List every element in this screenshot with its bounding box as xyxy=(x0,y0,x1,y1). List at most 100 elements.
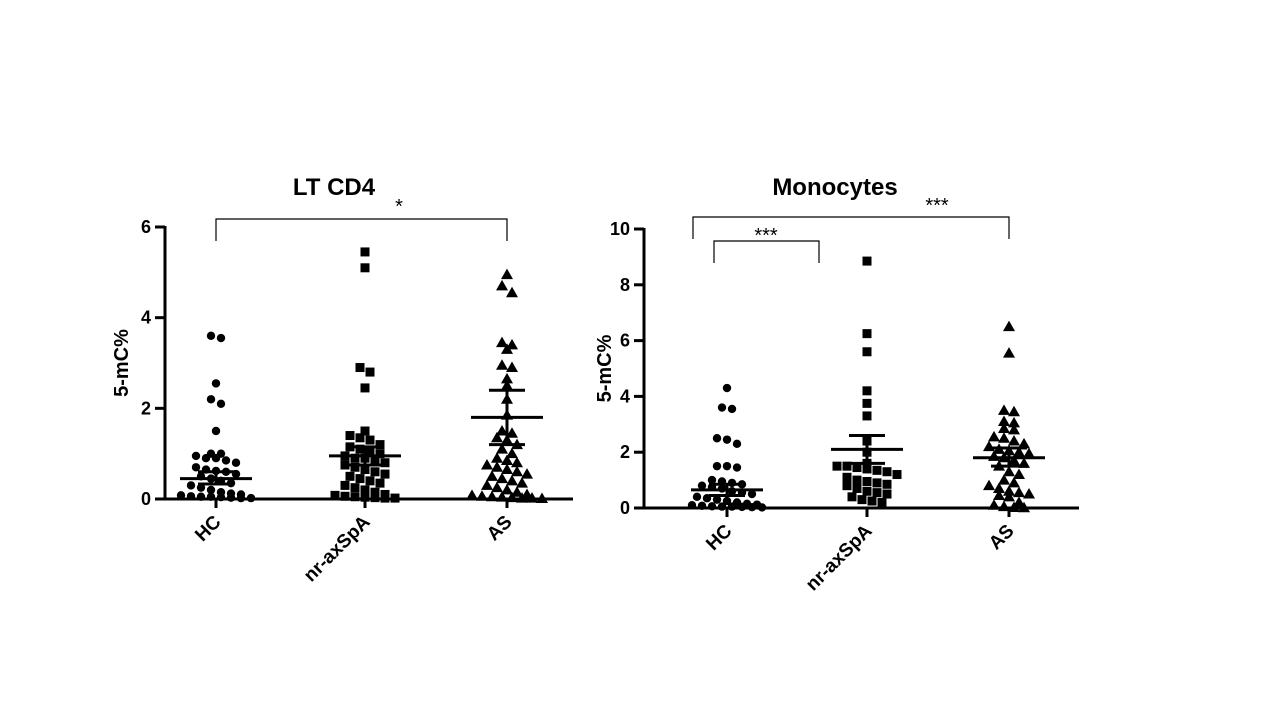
y-axis-label: 5-mC% xyxy=(594,334,616,402)
data-point-circle xyxy=(712,461,722,471)
data-point-circle xyxy=(216,333,226,343)
data-point-square xyxy=(360,247,370,257)
data-point-triangle xyxy=(491,431,503,443)
data-point-circle xyxy=(211,379,221,388)
data-point-triangle xyxy=(481,459,493,470)
data-point-square xyxy=(852,463,862,473)
data-point-triangle xyxy=(501,379,513,391)
data-point-square xyxy=(862,398,872,408)
data-point-square xyxy=(350,462,360,472)
data-point-triangle xyxy=(1023,488,1035,499)
data-point-triangle xyxy=(511,486,523,497)
data-point-circle xyxy=(747,489,757,499)
data-point-triangle xyxy=(496,336,508,348)
data-point-square xyxy=(862,256,872,266)
data-point-square xyxy=(370,487,380,497)
data-point-square xyxy=(370,467,380,477)
data-point-triangle xyxy=(496,359,508,370)
data-point-square xyxy=(345,431,355,441)
data-point-square xyxy=(360,426,370,436)
x-tick-label: HC xyxy=(702,520,736,554)
data-point-triangle xyxy=(998,474,1010,485)
data-point-square xyxy=(355,363,365,373)
data-point-circle xyxy=(717,403,727,412)
data-point-square xyxy=(832,461,842,471)
data-point-triangle xyxy=(1013,486,1025,498)
data-point-triangle xyxy=(993,482,1005,493)
data-point-circle xyxy=(176,491,186,500)
data-point-triangle xyxy=(466,489,478,500)
data-point-triangle xyxy=(983,479,995,491)
data-point-circle xyxy=(692,492,702,502)
data-point-circle xyxy=(722,496,732,506)
data-point-square xyxy=(330,490,340,500)
data-point-circle xyxy=(712,495,722,504)
data-point-triangle xyxy=(1023,447,1035,459)
data-point-square xyxy=(375,440,385,450)
y-tick-label: 0 xyxy=(141,489,151,509)
data-point-circle xyxy=(186,481,196,490)
data-point-circle xyxy=(216,399,226,408)
data-point-square xyxy=(882,489,892,499)
data-point-circle xyxy=(221,456,231,465)
data-point-square xyxy=(862,476,872,486)
significance-bracket xyxy=(692,216,1010,239)
y-tick-label: 4 xyxy=(141,308,151,328)
data-point-triangle xyxy=(1003,320,1015,332)
data-point-square xyxy=(370,455,380,465)
data-point-triangle xyxy=(491,481,503,493)
data-point-triangle xyxy=(501,463,513,475)
data-point-circle xyxy=(717,502,727,511)
data-point-square xyxy=(365,476,375,486)
data-point-square xyxy=(345,471,355,481)
data-point-circle xyxy=(722,461,732,471)
data-point-circle xyxy=(722,383,732,393)
data-point-circle xyxy=(211,454,221,463)
data-point-triangle xyxy=(501,483,513,495)
y-tick-label: 2 xyxy=(141,398,151,418)
data-point-square xyxy=(355,433,365,443)
data-point-square xyxy=(350,492,360,502)
data-point-triangle xyxy=(516,477,528,488)
data-point-triangle xyxy=(526,492,538,503)
data-point-triangle xyxy=(496,425,508,436)
data-point-circle xyxy=(687,501,697,510)
data-point-triangle xyxy=(511,465,523,477)
data-point-triangle xyxy=(1013,468,1025,480)
data-point-circle xyxy=(727,502,737,511)
data-point-square xyxy=(390,493,400,503)
data-point-triangle xyxy=(521,468,533,479)
data-point-triangle xyxy=(988,430,1000,442)
data-point-triangle xyxy=(983,440,995,452)
significance-label: * xyxy=(395,196,403,218)
chart-title: Monocytes xyxy=(772,174,897,201)
data-point-square xyxy=(365,435,375,445)
data-point-triangle xyxy=(496,279,508,291)
data-point-circle xyxy=(757,503,767,512)
data-point-circle xyxy=(236,493,246,503)
data-point-square xyxy=(360,465,370,475)
chart-title: LT CD4 xyxy=(293,174,376,201)
data-point-square xyxy=(340,460,350,470)
data-point-triangle xyxy=(1018,437,1030,449)
x-tick-label: nr-axSpA xyxy=(802,520,877,595)
data-point-circle xyxy=(206,485,216,495)
data-point-triangle xyxy=(501,372,513,384)
significance-bracket xyxy=(215,218,508,241)
data-point-triangle xyxy=(1008,416,1020,428)
data-point-triangle xyxy=(988,499,1000,510)
data-point-circle xyxy=(211,426,221,436)
data-point-triangle xyxy=(491,452,503,463)
data-point-circle xyxy=(246,493,256,503)
data-point-square xyxy=(892,470,902,480)
data-point-circle xyxy=(191,451,201,461)
data-point-triangle xyxy=(506,427,518,438)
data-point-square xyxy=(365,446,375,456)
data-point-triangle xyxy=(998,404,1010,415)
data-point-square xyxy=(862,486,872,496)
data-point-triangle xyxy=(506,447,518,459)
data-point-square xyxy=(872,488,882,498)
data-point-triangle xyxy=(501,343,513,354)
data-point-circle xyxy=(737,502,747,512)
